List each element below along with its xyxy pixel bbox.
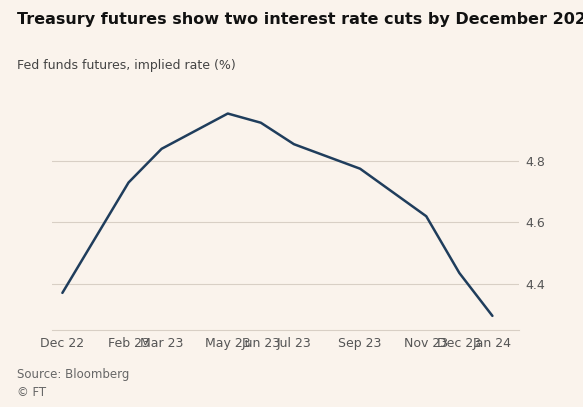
Text: Fed funds futures, implied rate (%): Fed funds futures, implied rate (%) — [17, 59, 236, 72]
Text: Source: Bloomberg
© FT: Source: Bloomberg © FT — [17, 368, 130, 399]
Text: Treasury futures show two interest rate cuts by December 2023: Treasury futures show two interest rate … — [17, 12, 583, 27]
